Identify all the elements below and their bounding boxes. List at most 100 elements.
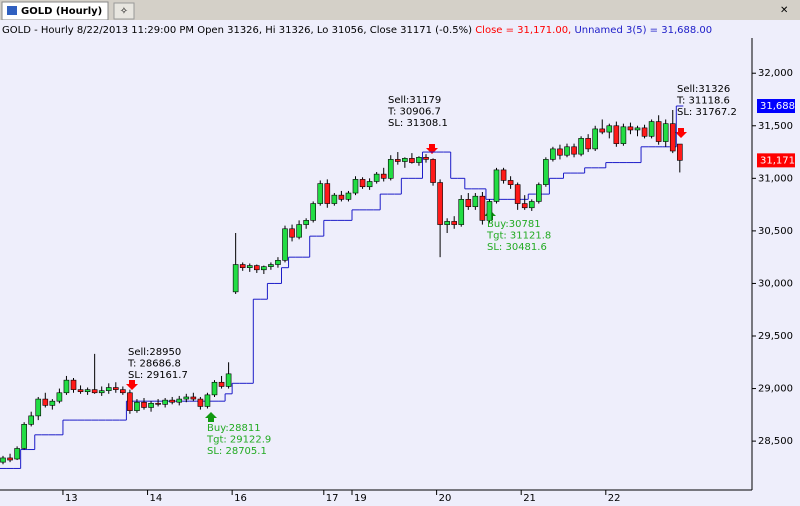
candle-body <box>246 265 253 268</box>
candle-body <box>606 125 613 133</box>
candle-body <box>303 220 309 225</box>
candle-body <box>317 183 324 204</box>
candle-body <box>472 195 479 208</box>
x-tick-label: 21 <box>523 493 536 504</box>
candle-body <box>91 389 98 394</box>
candle-body <box>56 392 63 402</box>
candle-body <box>620 126 627 144</box>
candle-body <box>662 123 669 142</box>
y-tick-label: 29,000 <box>758 384 793 395</box>
candle-body <box>543 159 549 185</box>
candle-body <box>197 398 204 407</box>
candle-body <box>634 127 641 131</box>
candle-body <box>514 184 521 204</box>
candle-body <box>550 148 556 160</box>
last-value-box <box>757 99 795 114</box>
candle-body <box>627 126 634 131</box>
candle-body <box>105 387 112 391</box>
signal-annotation: SL: 29161.7 <box>128 370 188 381</box>
candle-body <box>331 194 338 204</box>
candle-body <box>63 379 70 394</box>
signal-annotation: SL: 31767.2 <box>677 107 737 118</box>
x-tick-label: 13 <box>65 493 78 504</box>
candle-body <box>669 123 676 152</box>
candle-body <box>127 392 133 411</box>
candle-body <box>437 182 443 225</box>
signal-annotation: Buy:30781 <box>487 219 541 230</box>
x-tick-label: 17 <box>326 493 339 504</box>
candle-body <box>451 221 458 225</box>
y-tick-label: 30,500 <box>758 226 793 237</box>
candle-body <box>557 148 563 156</box>
candle-body <box>479 195 486 221</box>
candle-body <box>641 127 648 137</box>
x-tick-label: 20 <box>439 493 452 504</box>
candle-body <box>387 159 394 179</box>
last-value-label: 31,688 <box>760 101 795 112</box>
candle-body <box>352 179 359 194</box>
candle-body <box>268 264 274 267</box>
candle-body <box>493 169 500 202</box>
y-tick-label: 30,000 <box>758 278 793 289</box>
signal-annotation: SL: 28705.1 <box>207 446 267 457</box>
candle-body <box>416 157 422 163</box>
candle-body <box>176 398 183 403</box>
candle-body <box>42 398 49 406</box>
new-tab-button[interactable] <box>113 2 135 20</box>
candle-body <box>232 264 239 293</box>
last-value-label: 31,171 <box>760 155 795 166</box>
sell-arrow <box>126 380 138 390</box>
candle-body <box>338 194 345 200</box>
header-text: GOLD - Hourly 8/22/2013 11:29:00 PM Open… <box>2 25 712 36</box>
candle-body <box>648 121 655 137</box>
candle-body <box>21 424 27 449</box>
candle-body <box>183 396 190 400</box>
candle-body <box>465 199 472 208</box>
signal-annotation: Sell:28950 <box>128 347 181 358</box>
candle-body <box>289 228 295 238</box>
candle-body <box>564 146 570 156</box>
candle-body <box>218 381 225 387</box>
candle-body <box>507 180 514 185</box>
candle-body <box>141 401 147 408</box>
y-tick-label: 31,000 <box>758 173 793 184</box>
candle-body <box>486 201 493 221</box>
candle-body <box>430 159 436 183</box>
candle-body <box>261 266 267 271</box>
candle-body <box>70 379 77 390</box>
y-tick-label: 29,500 <box>758 331 793 342</box>
header-close: Close = 31,171.00, <box>475 25 571 36</box>
candle-body <box>373 173 380 182</box>
candle-body <box>204 394 211 407</box>
header-main: GOLD - Hourly 8/22/2013 11:29:00 PM Open… <box>2 25 472 36</box>
y-tick-label: 31,500 <box>758 121 793 132</box>
close-button[interactable]: ✕ <box>780 5 788 16</box>
candle-body <box>528 201 535 209</box>
candle-body <box>592 128 599 150</box>
candle-body <box>394 159 401 162</box>
signal-annotation: Tgt: 29122.9 <box>206 435 271 446</box>
x-tick-label: 16 <box>234 493 247 504</box>
candle-body <box>14 448 20 460</box>
x-tick-label: 14 <box>150 493 163 504</box>
y-tick-label: 28,500 <box>758 436 793 447</box>
candle-body <box>225 373 232 387</box>
candle-body <box>120 389 126 394</box>
candle-body <box>444 221 450 225</box>
last-value-box <box>757 153 795 168</box>
plot-background <box>0 20 800 506</box>
candle-body <box>359 179 366 188</box>
candle-body <box>578 138 584 155</box>
y-tick-label: 32,000 <box>758 68 793 79</box>
candle-body <box>500 169 507 181</box>
tab-label: GOLD (Hourly) <box>21 6 102 17</box>
candle-body <box>0 457 6 463</box>
candle-body <box>113 387 119 390</box>
candle-body <box>282 228 288 261</box>
candle-body <box>599 128 606 133</box>
candle-body <box>296 224 302 238</box>
signal-annotation: T: 28686.8 <box>127 359 181 370</box>
candle-body <box>169 399 175 403</box>
x-tick-label: 19 <box>354 493 367 504</box>
